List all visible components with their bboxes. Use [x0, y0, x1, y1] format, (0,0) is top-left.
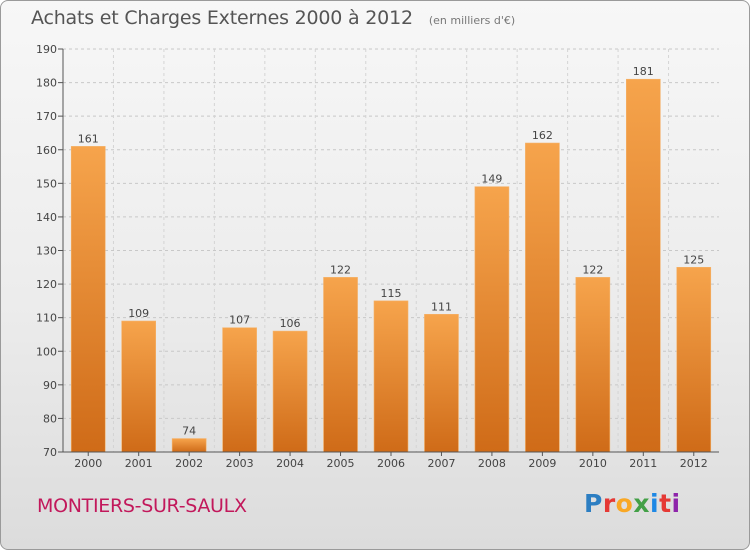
- y-tick-label: 130: [36, 245, 57, 258]
- y-tick-label: 100: [36, 345, 57, 358]
- data-label-2012: 125: [683, 253, 704, 266]
- x-tick-label: 2010: [579, 457, 607, 470]
- y-tick-label: 140: [36, 211, 57, 224]
- bar-2004: [272, 330, 308, 453]
- y-tick-label: 190: [36, 43, 57, 56]
- data-label-2009: 162: [532, 129, 553, 142]
- y-tick-label: 170: [36, 110, 57, 123]
- town-name: MONTIERS-SUR-SAULX: [37, 495, 247, 517]
- bar-layer: [70, 78, 712, 453]
- logo-letter: r: [602, 489, 616, 518]
- y-tick-label: 150: [36, 177, 57, 190]
- data-label-2002: 74: [182, 425, 196, 438]
- y-tick-label: 80: [43, 412, 57, 425]
- data-label-2011: 181: [633, 65, 654, 78]
- bar-2006: [373, 300, 409, 453]
- x-tick-label: 2003: [226, 457, 254, 470]
- bar-2001: [121, 320, 156, 453]
- x-tick-label: 2005: [327, 457, 355, 470]
- logo-letter: t: [659, 489, 672, 518]
- data-label-2005: 122: [330, 263, 351, 276]
- axis-layer: 70 80 90 100 110 120 130 140 150 160 170 180 190 2000…: [36, 43, 719, 470]
- x-tick-label: 2002: [175, 457, 203, 470]
- x-tick-label: 2009: [528, 457, 556, 470]
- logo-letter: o: [615, 489, 634, 518]
- data-label-2001: 109: [128, 307, 149, 320]
- data-label-2003: 107: [229, 314, 250, 327]
- bar-2009: [525, 142, 560, 453]
- label-layer: 161 109 74 107 106 122 115 111 149 162 122 181 125: [78, 65, 705, 437]
- data-label-2008: 149: [481, 173, 502, 186]
- x-tick-label: 2006: [377, 457, 405, 470]
- x-tick-label: 2000: [74, 457, 102, 470]
- logo-letter: i: [650, 489, 660, 518]
- bar-2003: [222, 327, 257, 453]
- chart-header: Achats et Charges Externes 2000 à 2012 (…: [31, 7, 515, 29]
- bar-2011: [626, 78, 661, 453]
- bar-2008: [474, 186, 510, 453]
- bar-2007: [424, 314, 459, 453]
- x-tick-label: 2012: [680, 457, 708, 470]
- y-tick-label: 180: [36, 77, 57, 90]
- bar-2012: [676, 266, 712, 453]
- data-label-2000: 161: [78, 132, 99, 145]
- data-label-2006: 115: [381, 287, 402, 300]
- data-label-2004: 106: [280, 317, 301, 330]
- y-tick-label: 110: [36, 312, 57, 325]
- logo-letter: x: [633, 489, 650, 518]
- chart-title: Achats et Charges Externes 2000 à 2012: [31, 7, 413, 29]
- x-tick-label: 2008: [478, 457, 506, 470]
- y-tick-label: 160: [36, 144, 57, 157]
- x-tick-label: 2004: [276, 457, 304, 470]
- logo-letter: P: [584, 489, 603, 518]
- data-label-2010: 122: [582, 263, 603, 276]
- y-tick-label: 70: [43, 446, 57, 459]
- proxiti-logo[interactable]: Proxiti: [584, 489, 681, 518]
- x-tick-label: 2011: [629, 457, 657, 470]
- y-tick-label: 120: [36, 278, 57, 291]
- data-label-2007: 111: [431, 300, 452, 313]
- x-tick-label: 2007: [427, 457, 455, 470]
- bar-2010: [575, 277, 611, 453]
- bar-2000: [70, 146, 106, 453]
- bar-2005: [323, 277, 358, 453]
- logo-letter: i: [671, 489, 681, 518]
- y-tick-label: 90: [43, 379, 57, 392]
- bar-2002: [171, 438, 207, 453]
- x-tick-label: 2001: [125, 457, 153, 470]
- chart-unit: (en milliers d'€): [428, 14, 516, 27]
